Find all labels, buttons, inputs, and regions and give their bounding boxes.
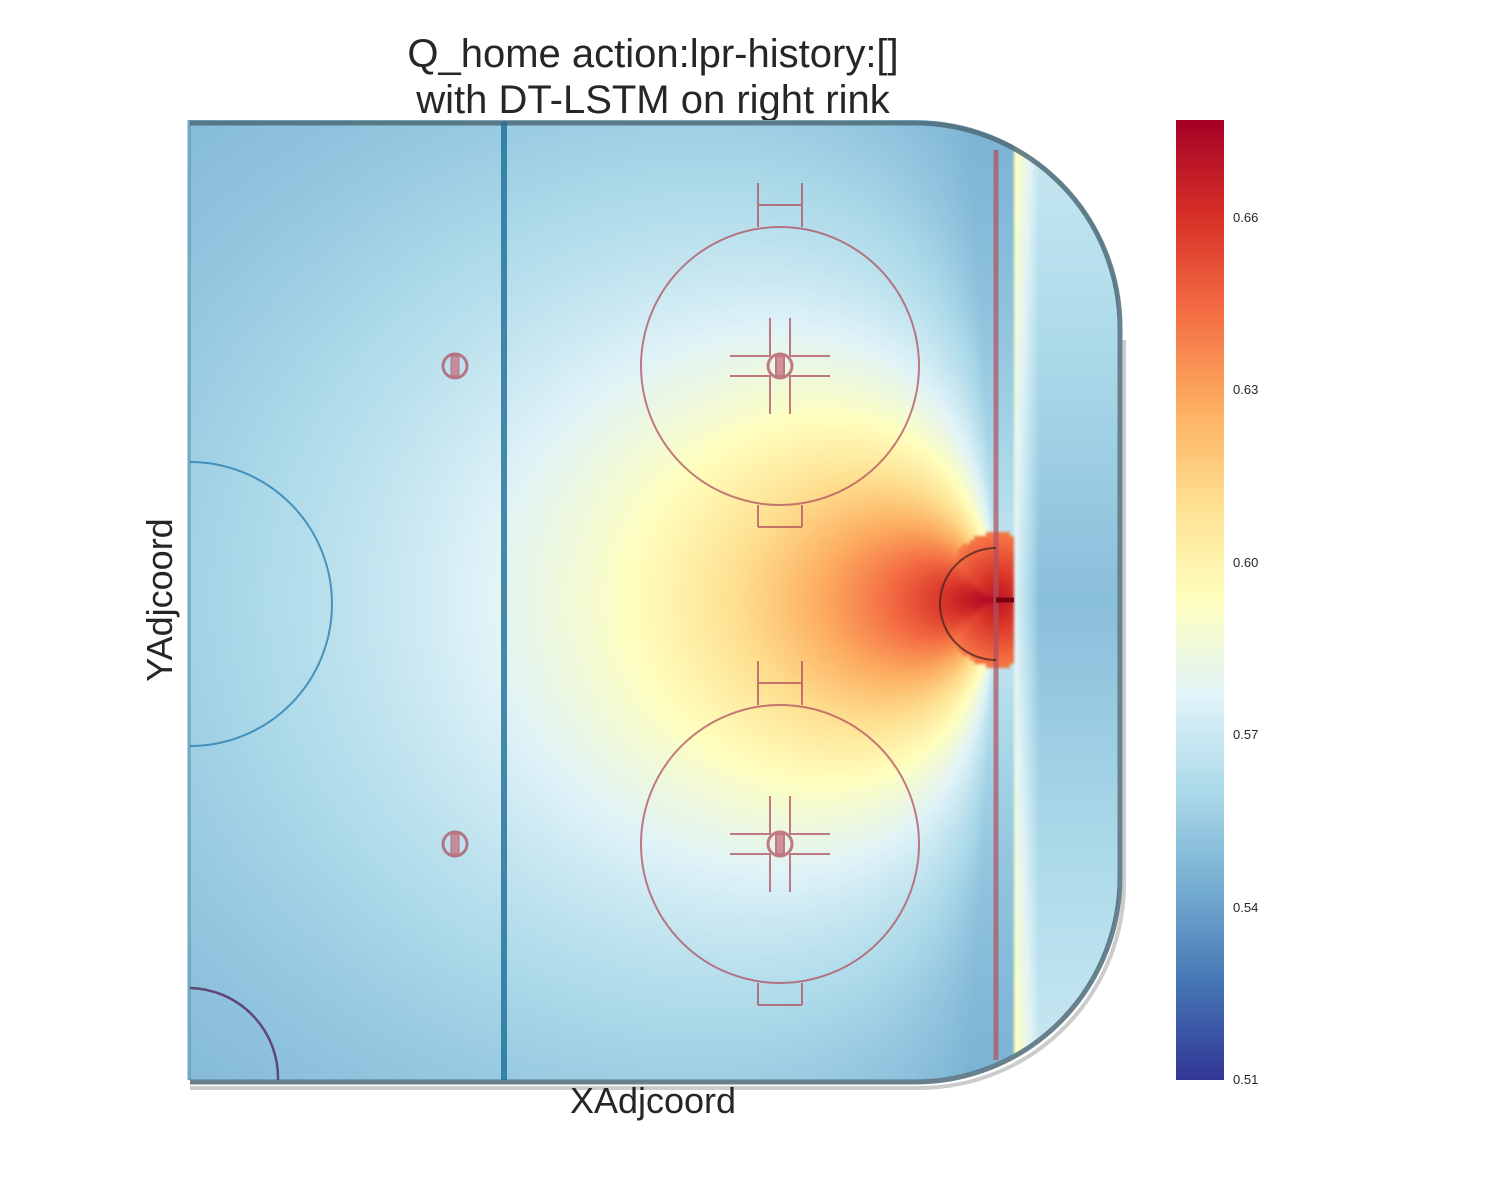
- colorbar: [1176, 120, 1224, 1080]
- chart-title-line-2: with DT-LSTM on right rink: [416, 78, 890, 122]
- rink-boards: [190, 120, 1123, 1085]
- chart-title-line-1: Q_home action:lpr-history:[]: [407, 32, 899, 76]
- x-axis-label: XAdjcoord: [569, 1080, 737, 1121]
- neutral-zone-dot-top: [441, 352, 469, 380]
- y-axis-label: YAdjcoord: [139, 518, 180, 682]
- heatmap-image: [190, 120, 1118, 1080]
- rink-markings: [187, 120, 1127, 1090]
- center-circle: [189, 461, 333, 747]
- colorbar-tick-label: 0.54: [1233, 899, 1259, 915]
- neutral-zone-dot-bottom: [441, 830, 469, 858]
- colorbar-tick-label: 0.66: [1233, 209, 1259, 225]
- colorbar-tick-label: 0.60: [1233, 554, 1259, 570]
- faceoff-circle-bottom: [640, 661, 920, 1006]
- goal-crease: [939, 547, 997, 661]
- faceoff-circle-top: [640, 183, 920, 528]
- rink-boards-shadow: [190, 340, 1127, 1090]
- colorbar-tick-label: 0.57: [1233, 727, 1259, 743]
- referee-crease: [189, 986, 280, 1081]
- colorbar-tick-label: 0.63: [1233, 382, 1259, 398]
- colorbar-tick-label: 0.51: [1233, 1072, 1259, 1087]
